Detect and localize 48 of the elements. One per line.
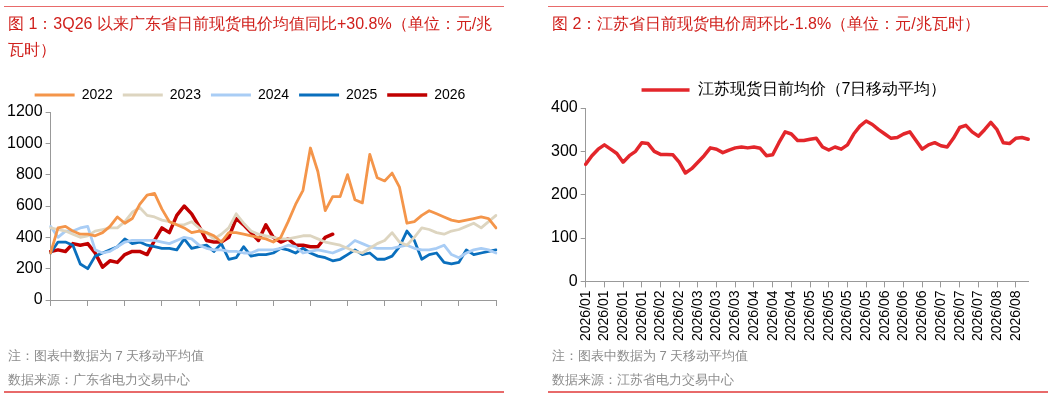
source-note: 数据来源：广东省电力交易中心: [8, 371, 190, 389]
x-tick-label: 2026/01: [595, 290, 612, 341]
legend-label: 2024: [257, 85, 290, 102]
x-tick-label: 2026/01: [613, 290, 630, 341]
x-tick-label: 2026/07: [969, 290, 986, 341]
chart-title: 图 1：3Q26 以来广东省日前现货电价均值同比+30.8%（单位：元/兆瓦时）: [8, 14, 494, 60]
legend-label: 江苏现货日前均价（7日移动平均）: [697, 80, 947, 98]
y-tick-label: 600: [15, 196, 43, 214]
source-note: 数据来源：江苏省电力交易中心: [552, 371, 734, 389]
x-tick-label: 2026/05: [838, 290, 855, 341]
x-tick-label: 2026/03: [726, 290, 743, 341]
y-tick-label: 0: [568, 271, 578, 289]
x-tick-label: 2026/05: [819, 290, 836, 341]
y-tick-label: 1200: [7, 102, 43, 120]
x-tick-label: 2026/03: [707, 290, 724, 341]
x-tick-label: 2026/05: [800, 290, 817, 341]
x-tick-label: 2026/05: [857, 290, 874, 341]
y-tick-label: 800: [15, 165, 43, 183]
y-tick-label: 100: [550, 228, 578, 246]
legend-label: 2022: [81, 85, 113, 102]
x-tick-label: 2026/06: [894, 290, 911, 341]
x-tick-label: 2026/01: [632, 290, 649, 341]
y-tick-label: 0: [33, 290, 43, 308]
legend-label: 2023: [169, 85, 202, 102]
y-tick-label: 400: [550, 98, 578, 116]
x-tick-label: 2026/02: [670, 290, 687, 341]
x-tick-label: 2026/03: [688, 290, 705, 341]
x-tick-label: 2026/04: [782, 290, 799, 341]
y-tick-label: 300: [550, 141, 578, 159]
y-tick-label: 1000: [7, 133, 43, 151]
x-tick-label: 2026/08: [1006, 290, 1023, 341]
x-tick-label: 2026/07: [931, 290, 948, 341]
x-tick-label: 2026/02: [651, 290, 668, 341]
chart-title: 图 2：江苏省日前现货电价周环比-1.8%（单位：元/兆瓦时）: [552, 14, 981, 34]
legend-label: 2026: [434, 85, 466, 102]
y-tick-label: 200: [550, 185, 578, 203]
x-tick-label: 2026/06: [913, 290, 930, 341]
legend-label: 2025: [346, 85, 378, 102]
x-tick-label: 2026/01: [576, 290, 593, 341]
y-tick-label: 400: [15, 227, 43, 245]
x-tick-label: 2026/06: [875, 290, 892, 341]
text: 注：图表中数据为 7 天移动平均值: [8, 347, 205, 365]
text: 注：图表中数据为 7 天移动平均值: [552, 347, 749, 365]
x-tick-label: 2026/07: [950, 290, 967, 341]
y-tick-label: 200: [15, 259, 43, 277]
x-tick-label: 2026/08: [987, 290, 1004, 341]
x-tick-label: 2026/04: [744, 290, 761, 341]
x-tick-label: 2026/04: [763, 290, 780, 341]
